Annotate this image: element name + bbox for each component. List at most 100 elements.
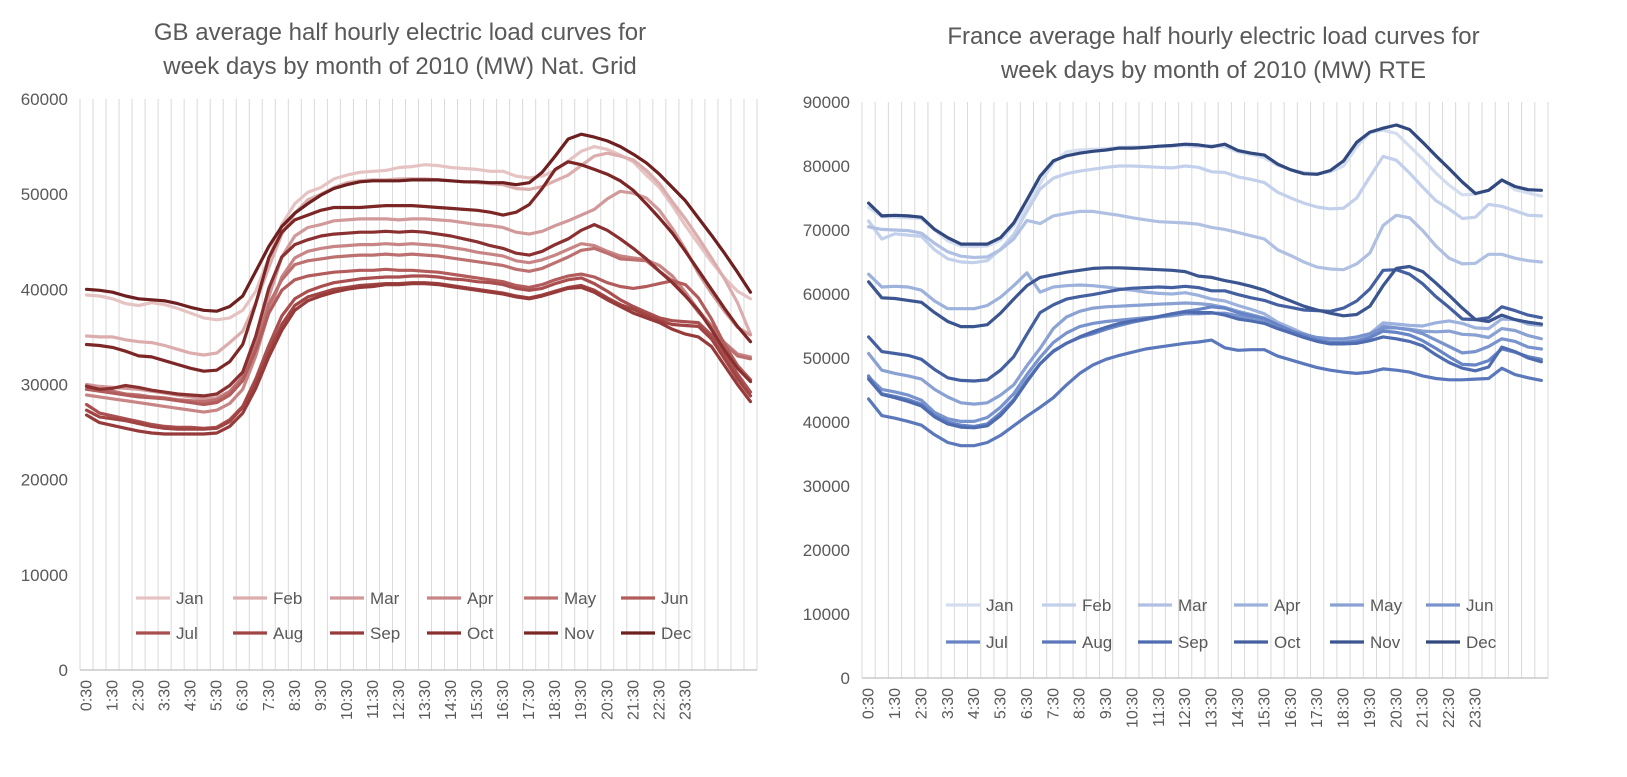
france-series-line-aug xyxy=(866,338,1544,448)
france-x-tick-label: 21:30 xyxy=(1415,688,1432,728)
gb-legend: Jan Feb Mar Apr May Jun Jul Aug Sep Oct Nov Dec xyxy=(136,589,692,643)
gb-y-tick-label: 60000 xyxy=(21,90,68,109)
france-x-tick-label: 20:30 xyxy=(1388,688,1405,728)
france-x-tick-label: 3:30 xyxy=(940,688,957,719)
france-legend-item-mar: Mar xyxy=(1138,596,1208,615)
gb-series-line-sep xyxy=(84,282,753,436)
france-x-tick-label: 18:30 xyxy=(1336,688,1353,728)
gb-legend-item-jan: Jan xyxy=(136,589,203,608)
gb-x-tick-label: 15:30 xyxy=(469,680,486,720)
france-title-line2: week days by month of 2010 (MW) RTE xyxy=(1000,57,1427,84)
gb-x-tick-label: 8:30 xyxy=(287,680,304,711)
france-chart-title: France average half hourly electric load… xyxy=(800,20,1627,88)
france-y-tick-label: 0 xyxy=(841,669,850,688)
gb-x-tick-label: 2:30 xyxy=(131,680,148,711)
gb-x-tick-label: 10:30 xyxy=(339,680,356,720)
gb-legend-item-jun: Jun xyxy=(621,589,688,608)
france-legend-label: Sep xyxy=(1178,633,1208,652)
gb-series-line-jan xyxy=(84,145,753,322)
gb-x-tick-label: 9:30 xyxy=(313,680,330,711)
france-x-tick-label: 13:30 xyxy=(1204,688,1221,728)
france-x-tick-label: 2:30 xyxy=(913,688,930,719)
gb-series-line-nov xyxy=(84,160,753,373)
france-legend-item-apr: Apr xyxy=(1234,596,1301,615)
france-y-tick-label: 90000 xyxy=(803,93,850,112)
gb-legend-item-jul: Jul xyxy=(136,624,198,643)
france-x-tick-label: 4:30 xyxy=(966,688,983,719)
gb-x-tick-label: 20:30 xyxy=(599,680,616,720)
france-legend-label: Apr xyxy=(1274,596,1301,615)
france-y-tick-label: 80000 xyxy=(803,157,850,176)
gb-series-line-oct xyxy=(84,223,753,398)
gb-x-tick-label: 12:30 xyxy=(391,680,408,720)
france-x-tick-label: 5:30 xyxy=(993,688,1010,719)
gb-legend-label: Oct xyxy=(467,624,494,643)
gb-title-line1: GB average half hourly electric load cur… xyxy=(153,19,647,46)
france-y-tick-label: 50000 xyxy=(803,349,850,368)
france-legend-label: Feb xyxy=(1082,596,1111,615)
gb-series-line-jun xyxy=(84,267,753,407)
gb-x-tick-label: 23:30 xyxy=(677,680,694,720)
france-legend-label: Nov xyxy=(1370,633,1401,652)
gb-x-tick-label: 3:30 xyxy=(157,680,174,711)
gb-legend-label: Dec xyxy=(661,624,692,643)
france-load-chart: France average half hourly electric load… xyxy=(800,0,1627,777)
france-chart-plot: 0 10000 20000 30000 40000 50000 60000 70000 8000… xyxy=(803,93,1549,728)
france-y-tick-label: 20000 xyxy=(803,541,850,560)
france-y-tick-label: 10000 xyxy=(803,605,850,624)
gb-chart-plot: 0 10000 20000 30000 40000 50000 60000 0:30 1:30 2… xyxy=(21,90,758,720)
gb-x-tick-label: 14:30 xyxy=(443,680,460,720)
france-series-line-oct xyxy=(866,268,1544,383)
gb-x-tick-label: 7:30 xyxy=(261,680,278,711)
gb-x-tick-label: 19:30 xyxy=(573,680,590,720)
france-legend-item-may: May xyxy=(1330,596,1403,615)
france-x-tick-label: 17:30 xyxy=(1309,688,1326,728)
france-x-tick-label: 11:30 xyxy=(1151,688,1168,727)
gb-x-tick-label: 17:30 xyxy=(521,680,538,720)
france-legend-label: May xyxy=(1370,596,1403,615)
france-x-tick-label: 0:30 xyxy=(861,688,878,719)
france-x-ticks: 0:30 1:30 2:30 3:30 4:30 5:30 6:30 7:30 8:30 9:30… xyxy=(861,688,1485,728)
france-series-line-may xyxy=(866,301,1544,406)
gb-x-tick-label: 18:30 xyxy=(547,680,564,720)
france-x-tick-label: 8:30 xyxy=(1072,688,1089,719)
gb-legend-label: Jan xyxy=(176,589,203,608)
gb-legend-label: Sep xyxy=(370,624,400,643)
gb-series-line-dec xyxy=(84,132,753,313)
gb-x-tick-label: 5:30 xyxy=(209,680,226,711)
france-legend-label: Mar xyxy=(1178,596,1208,615)
gb-y-tick-label: 50000 xyxy=(21,185,68,204)
france-legend-item-jun: Jun xyxy=(1426,596,1493,615)
gb-x-tick-label: 16:30 xyxy=(495,680,512,720)
france-y-tick-label: 70000 xyxy=(803,221,850,240)
gb-legend-label: Jun xyxy=(661,589,688,608)
france-legend-item-jan: Jan xyxy=(946,596,1013,615)
france-series-line-apr xyxy=(866,271,1544,343)
france-legend-label: Jun xyxy=(1466,596,1493,615)
gb-y-tick-label: 10000 xyxy=(21,566,68,585)
france-gridlines xyxy=(861,102,1549,678)
gb-y-tick-label: 30000 xyxy=(21,376,68,395)
france-y-tick-label: 60000 xyxy=(803,285,850,304)
gb-legend-label: Mar xyxy=(370,589,400,608)
france-legend-item-nov: Nov xyxy=(1330,633,1401,652)
gb-x-tick-label: 13:30 xyxy=(417,680,434,720)
france-legend-label: Aug xyxy=(1082,633,1112,652)
france-series-line-feb xyxy=(866,154,1544,265)
gb-legend-label: Aug xyxy=(273,624,303,643)
gb-x-tick-label: 1:30 xyxy=(105,680,122,711)
gb-series-line-may xyxy=(84,246,753,404)
gb-x-tick-label: 4:30 xyxy=(183,680,200,711)
gb-legend-item-aug: Aug xyxy=(233,624,303,643)
france-x-tick-label: 12:30 xyxy=(1177,688,1194,728)
france-x-tick-label: 16:30 xyxy=(1283,688,1300,728)
gb-y-tick-label: 20000 xyxy=(21,471,68,490)
france-legend-label: Dec xyxy=(1466,633,1497,652)
france-legend-label: Jan xyxy=(986,596,1013,615)
gb-chart-title: GB average half hourly electric load cur… xyxy=(0,16,800,84)
france-series-lines xyxy=(866,123,1544,448)
france-series-line-dec xyxy=(866,123,1544,246)
france-series-line-mar xyxy=(866,209,1544,272)
france-x-tick-label: 15:30 xyxy=(1256,688,1273,728)
gb-legend-item-mar: Mar xyxy=(330,589,400,608)
